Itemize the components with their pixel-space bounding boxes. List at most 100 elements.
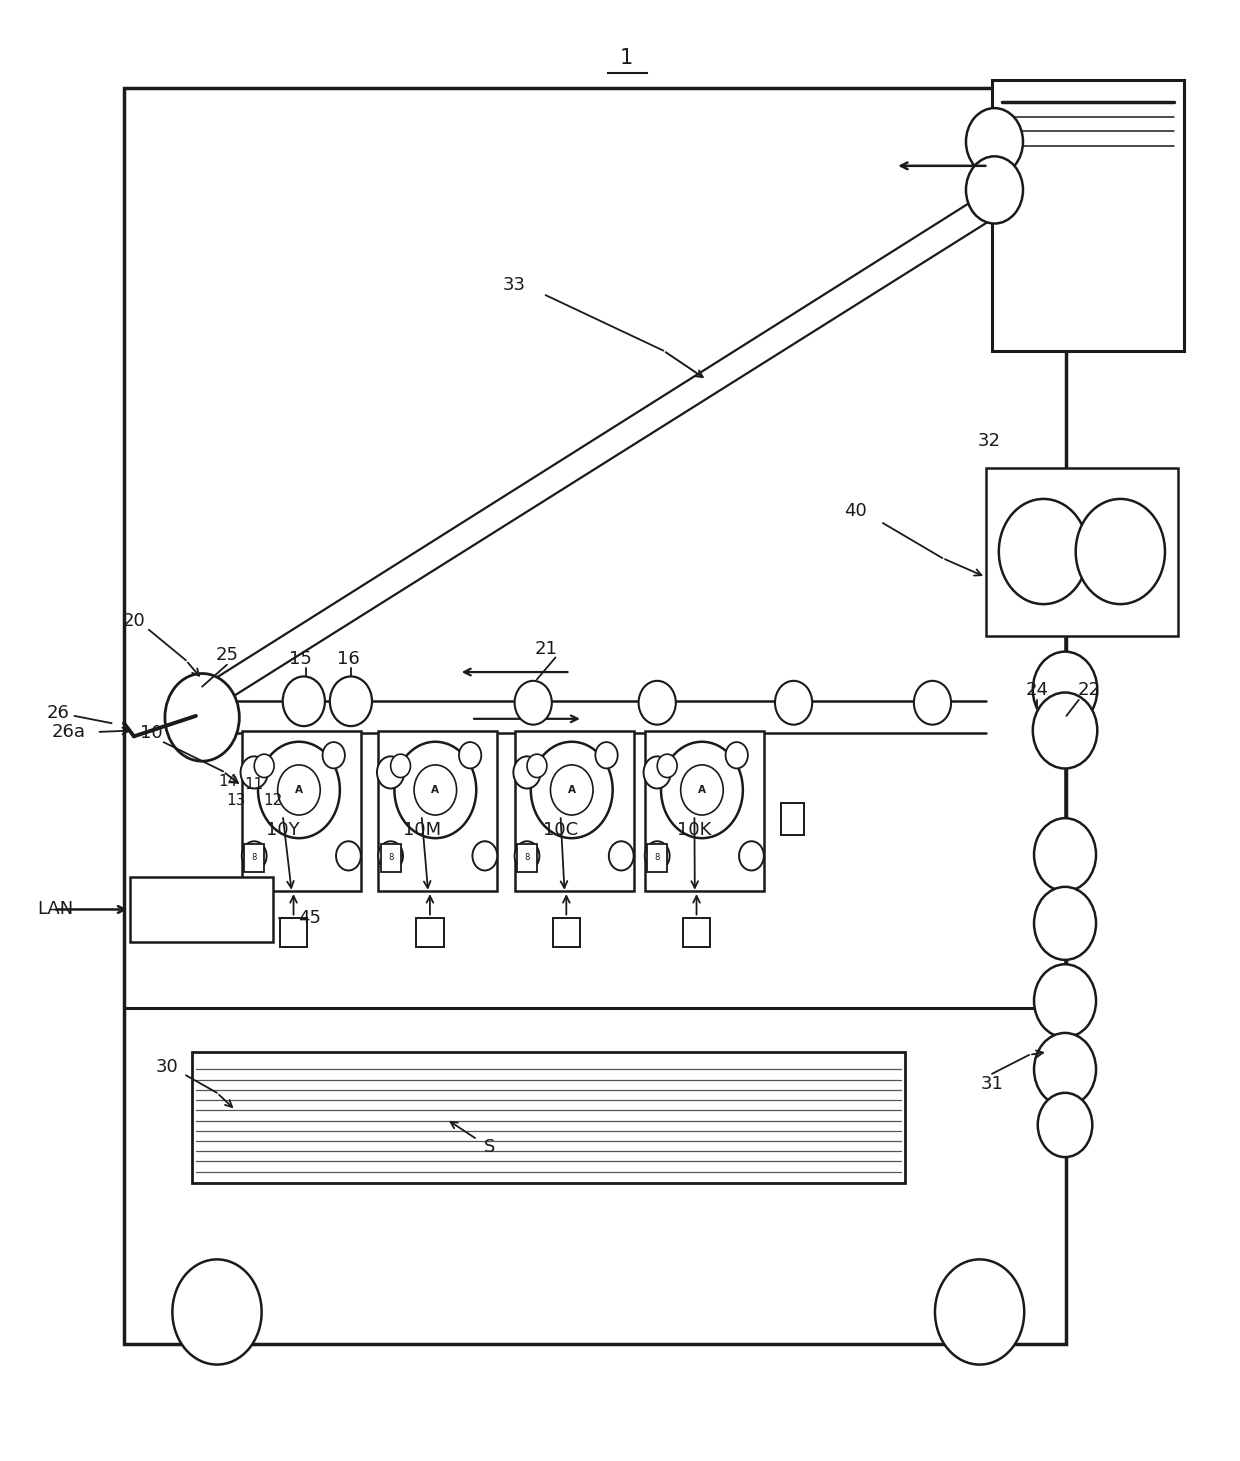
Text: 25: 25 [216,646,238,663]
Circle shape [935,1259,1024,1365]
Circle shape [739,842,764,871]
Circle shape [531,742,613,839]
Bar [647,844,667,872]
Text: 8: 8 [655,853,660,862]
Text: 10: 10 [140,725,162,742]
Text: 30: 30 [156,1058,179,1075]
Circle shape [1034,887,1096,960]
Circle shape [513,757,541,789]
Circle shape [472,842,497,871]
Text: 33: 33 [503,276,526,294]
Text: A: A [568,785,575,795]
Bar [683,918,711,947]
Circle shape [1075,500,1166,605]
Circle shape [999,500,1089,605]
Text: 10K: 10K [677,821,712,839]
Bar [381,844,401,872]
Circle shape [644,757,671,789]
Bar [192,1052,905,1183]
Text: A: A [698,785,706,795]
Text: 8: 8 [252,853,257,862]
Circle shape [254,754,274,777]
Circle shape [322,742,345,768]
Circle shape [336,842,361,871]
Circle shape [725,742,748,768]
Circle shape [394,742,476,839]
Circle shape [278,766,320,815]
Circle shape [283,676,325,726]
Text: LAN: LAN [37,900,74,918]
Circle shape [258,742,340,839]
Bar [553,918,580,947]
Circle shape [1038,1093,1092,1157]
Circle shape [1033,652,1097,728]
Text: 10M: 10M [403,821,440,839]
Bar [515,730,634,891]
Text: 24: 24 [1025,681,1048,698]
Bar [242,730,361,891]
Text: 22: 22 [1078,681,1100,698]
Circle shape [966,156,1023,224]
Circle shape [391,754,410,777]
Text: 8: 8 [388,853,393,862]
Text: 40: 40 [844,503,867,520]
Circle shape [609,842,634,871]
Text: 8: 8 [525,853,529,862]
Circle shape [515,681,552,725]
Text: 16: 16 [337,650,360,668]
Text: 10Y: 10Y [265,821,300,839]
Circle shape [459,742,481,768]
Circle shape [595,742,618,768]
Bar [417,918,444,947]
Circle shape [681,766,723,815]
Text: A: A [295,785,303,795]
Circle shape [1033,693,1097,768]
Text: 1: 1 [620,48,632,69]
Circle shape [515,842,539,871]
Circle shape [414,766,456,815]
Text: 32: 32 [978,432,1001,450]
Bar [280,918,308,947]
Circle shape [1034,1033,1096,1106]
Bar [130,877,273,942]
Text: 26: 26 [47,704,69,722]
Circle shape [377,757,404,789]
Circle shape [330,676,372,726]
Text: 31: 31 [981,1075,1003,1093]
Bar [986,468,1178,636]
Text: 10C: 10C [543,821,578,839]
Bar [378,730,497,891]
Circle shape [914,681,951,725]
Text: 11: 11 [244,777,264,792]
Circle shape [551,766,593,815]
Text: A: A [432,785,439,795]
Bar [992,80,1184,351]
Circle shape [165,674,239,761]
Circle shape [661,742,743,839]
Circle shape [1034,964,1096,1037]
Circle shape [1034,818,1096,891]
Circle shape [172,1259,262,1365]
Text: S: S [484,1138,496,1156]
Text: 21: 21 [534,640,557,657]
Bar [244,844,264,872]
Text: 26a: 26a [52,723,86,741]
Circle shape [241,757,268,789]
Bar [781,804,804,836]
Circle shape [657,754,677,777]
Circle shape [378,842,403,871]
Text: 20: 20 [123,612,145,630]
Bar [124,88,1066,1344]
Text: 14: 14 [218,774,238,789]
Bar [645,730,764,891]
Text: 12: 12 [263,793,283,808]
Text: 15: 15 [289,650,311,668]
Circle shape [775,681,812,725]
Circle shape [242,842,267,871]
Text: 45: 45 [299,909,321,926]
Circle shape [527,754,547,777]
Circle shape [639,681,676,725]
Circle shape [966,108,1023,175]
Circle shape [645,842,670,871]
Bar [517,844,537,872]
